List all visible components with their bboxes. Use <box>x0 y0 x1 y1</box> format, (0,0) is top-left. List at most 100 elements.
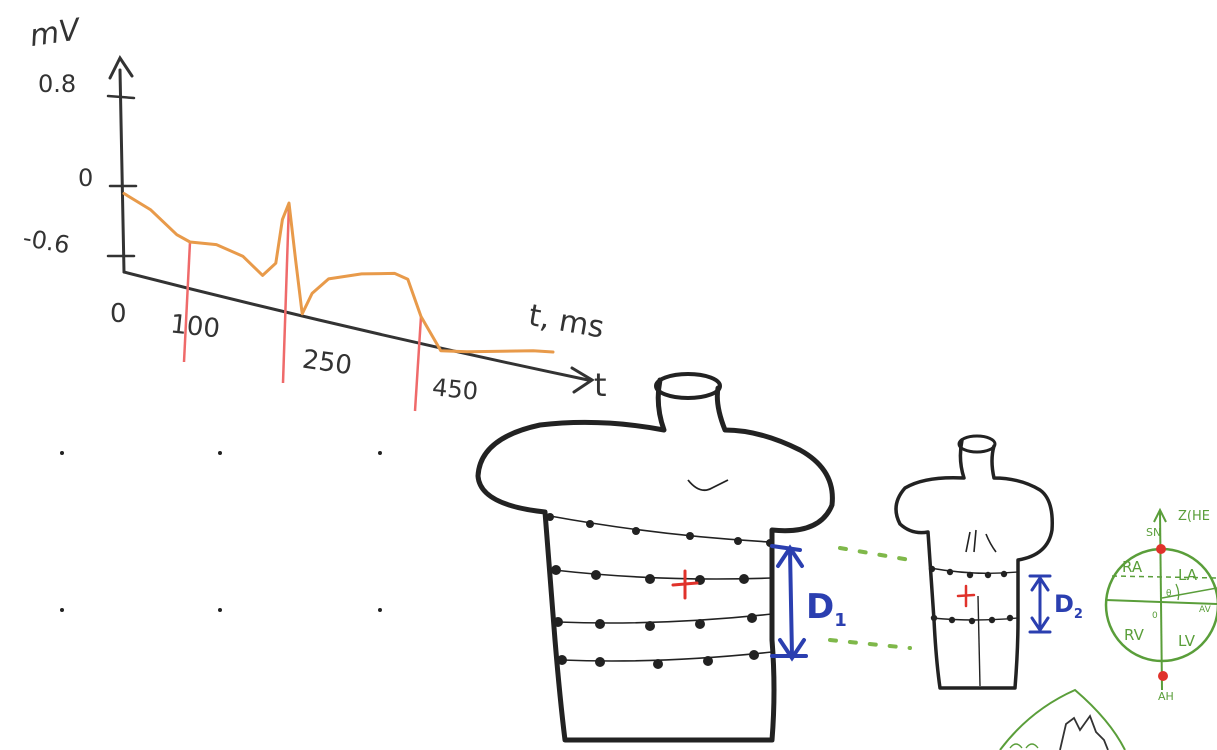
heart-angle-label: θ <box>1166 589 1172 599</box>
heart-angle-line <box>1161 587 1217 599</box>
distance-label-d2: D2 <box>1054 590 1083 622</box>
time-marker-line <box>182 241 192 363</box>
torso-small-band <box>931 617 1019 621</box>
distance-label-d1: D1 <box>806 587 847 631</box>
electrode <box>557 655 567 665</box>
electrode <box>930 614 938 622</box>
heart-sketch-detail <box>1059 714 1109 750</box>
electrode <box>928 565 936 573</box>
distance-arrow-head-bottom <box>1030 616 1050 633</box>
x-axis-label: t, ms <box>526 298 607 346</box>
grid-dot <box>60 608 64 612</box>
grid-dot <box>378 608 382 612</box>
distance-label-d2-sub: 2 <box>1074 607 1083 622</box>
time-marker-line <box>413 316 423 412</box>
x-tick-label-250: 250 <box>300 345 353 382</box>
distance-label-d1-main: D <box>806 587 834 627</box>
electrode <box>948 616 956 624</box>
heart-sketch-detail <box>1009 743 1039 749</box>
electrode <box>966 571 974 579</box>
electrode <box>645 574 655 584</box>
x-axis-arrow <box>570 366 595 394</box>
electrode <box>749 650 759 660</box>
heart-sketch-outline <box>999 688 1126 750</box>
heart-bottom-label: AH <box>1158 690 1174 703</box>
torso-small-outline <box>894 438 1054 690</box>
electrode <box>553 617 563 627</box>
x-axis <box>122 270 590 382</box>
torso-large-band <box>549 515 771 543</box>
ecg-chart: mV 0.8 0 -0.6 0 100 250 450 t, ms t <box>21 12 607 412</box>
distance-label-d2-main: D <box>1054 590 1074 618</box>
electrode <box>1006 614 1014 622</box>
scale-guide-bottom <box>828 638 912 650</box>
heart-diagram: SN Z(HE RA LA RV LV AV 0 θ AH <box>1104 507 1217 703</box>
y-tick-label-0.8: 0.8 <box>38 70 76 98</box>
grid-dot <box>218 608 222 612</box>
electrode <box>586 520 594 528</box>
torso-small-electrodes <box>928 565 1014 625</box>
distance-arrow-head-top <box>1030 575 1050 592</box>
distance-label-d1-sub: 1 <box>834 610 847 631</box>
heart-horizontal-axis <box>1105 599 1217 605</box>
heart-sketch-partial <box>999 688 1126 750</box>
x-tick-label-100: 100 <box>169 309 222 344</box>
x-axis-end-label: t <box>594 366 607 404</box>
distance-arrow-d1 <box>770 544 808 662</box>
electrode <box>591 570 601 580</box>
origin-cross-large <box>671 569 699 600</box>
heart-angle-arc <box>1175 583 1180 601</box>
distance-arrow-d2 <box>1028 574 1052 634</box>
dot-grid <box>60 451 382 612</box>
time-marker-line <box>281 202 291 384</box>
electrode <box>703 656 713 666</box>
y-tick-label-0: 0 <box>78 164 93 192</box>
electrode <box>1000 570 1008 578</box>
torso-large-neck-opening <box>654 372 722 400</box>
heart-axis-arrow <box>1153 507 1167 523</box>
distance-arrow-cap-top <box>770 544 802 552</box>
torso-small-band <box>929 567 1019 575</box>
heart-axis-label: Z(HE <box>1178 509 1210 524</box>
electrode <box>988 616 996 624</box>
torso-small-mark <box>965 529 997 553</box>
x-tick-label-0: 0 <box>110 299 127 329</box>
electrode <box>739 574 749 584</box>
electrode <box>686 532 694 540</box>
scale-guides <box>828 546 912 650</box>
heart-dashed-line <box>1111 575 1217 579</box>
y-axis <box>118 68 126 274</box>
torso-small-neck-opening <box>957 434 997 454</box>
torso-large-band <box>557 613 773 624</box>
electrode <box>968 617 976 625</box>
electrode <box>695 619 705 629</box>
electrode <box>595 619 605 629</box>
grid-dot <box>378 451 382 455</box>
torso-small-spine <box>977 595 981 687</box>
electrode <box>632 527 640 535</box>
y-tick-0.8 <box>106 94 136 100</box>
heart-center-label: 0 <box>1152 611 1158 621</box>
electrode <box>546 513 554 521</box>
grid-dot <box>60 451 64 455</box>
torso-large-electrodes <box>546 513 774 669</box>
y-tick-label-neg0.6: -0.6 <box>21 224 72 260</box>
heart-side-label: AV <box>1199 605 1212 615</box>
electrode <box>946 568 954 576</box>
heart-top-marker <box>1156 544 1166 554</box>
electrode <box>747 613 757 623</box>
grid-dot <box>218 451 222 455</box>
electrode <box>653 659 663 669</box>
ecg-signal-line <box>122 192 555 354</box>
chamber-label-ra: RA <box>1122 558 1143 576</box>
y-axis-arrow <box>108 55 134 80</box>
y-axis-label: mV <box>28 12 85 54</box>
origin-cross-small <box>956 584 976 608</box>
electrode <box>734 537 742 545</box>
torso-small: D2 <box>894 434 1083 690</box>
chamber-label-rv: RV <box>1124 626 1145 644</box>
distance-arrow-shaft <box>788 548 794 658</box>
x-tick-label-450: 450 <box>431 373 479 406</box>
chamber-label-lv: LV <box>1178 632 1196 650</box>
